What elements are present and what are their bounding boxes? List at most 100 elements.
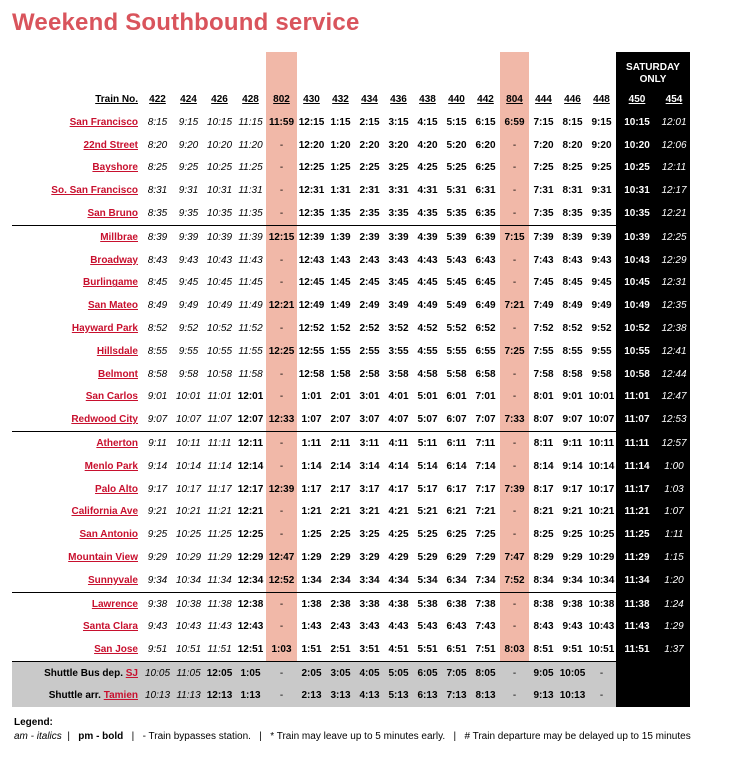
time-cell: 8:15 bbox=[147, 116, 168, 128]
time-cell: 4:01 bbox=[388, 391, 409, 403]
time-cell: 3:39 bbox=[384, 224, 413, 249]
table-row: Palo Alto 9:17 10:17 11:17 12:17 12:39 1:17 2:1… bbox=[12, 477, 690, 501]
time-cell: 2:39 bbox=[355, 224, 384, 249]
time-cell: 12:41 bbox=[658, 339, 690, 363]
station-link[interactable]: San Bruno bbox=[87, 208, 138, 220]
station-link[interactable]: Santa Clara bbox=[82, 621, 138, 633]
time-cell: 12:43 bbox=[298, 254, 325, 266]
time-cell: 12:47 bbox=[658, 385, 690, 409]
time-cell: 1:00 bbox=[658, 454, 690, 478]
time-cell: 1:38 bbox=[297, 591, 326, 616]
page-title: Weekend Southbound service bbox=[12, 9, 360, 36]
shuttle-row: Shuttle Bus dep. SJ 10:05 11:05 12:05 1:05-2… bbox=[12, 661, 690, 685]
time-cell: 8:25 bbox=[147, 162, 168, 174]
shuttle-time-cell: 11:05 bbox=[173, 661, 204, 685]
table-row: San Mateo 8:49 9:49 10:49 11:49 12:21 12:49 1:4… bbox=[12, 294, 690, 318]
station-link[interactable]: San Carlos bbox=[85, 391, 138, 403]
time-cell: 12:15 bbox=[298, 116, 325, 128]
time-cell: 8:25 bbox=[533, 529, 554, 541]
station-link[interactable]: Atherton bbox=[96, 438, 138, 450]
time-cell: 4:15 bbox=[417, 116, 438, 128]
time-cell: - bbox=[500, 271, 529, 295]
time-cell: 4:07 bbox=[388, 414, 409, 426]
time-cell: - bbox=[266, 133, 297, 157]
station-link[interactable]: Broadway bbox=[90, 254, 138, 266]
time-cell: 10:43 bbox=[206, 254, 233, 266]
station-link[interactable]: 22nd Street bbox=[83, 139, 138, 151]
time-cell: 9:45 bbox=[591, 277, 612, 289]
time-cell: 9:15 bbox=[591, 116, 612, 128]
station-link[interactable]: California Ave bbox=[71, 506, 139, 518]
time-cell: 8:58 bbox=[147, 368, 168, 380]
station-link[interactable]: San Antonio bbox=[79, 529, 138, 541]
time-cell: 6:35 bbox=[475, 208, 496, 220]
station-link[interactable]: Hillsdale bbox=[96, 345, 138, 357]
time-cell: 5:51 bbox=[417, 644, 438, 656]
time-cell: 11:49 bbox=[238, 300, 263, 312]
time-cell: 3:49 bbox=[388, 300, 409, 312]
train-number: 440 bbox=[448, 94, 465, 105]
time-cell: 6:07 bbox=[446, 414, 467, 426]
time-cell: 12:34 bbox=[237, 574, 264, 586]
table-row: Atherton 9:11 10:11 11:11 12:11-1:11 2:11 3:11… bbox=[12, 431, 690, 455]
time-cell: 8:17 bbox=[533, 483, 554, 495]
time-cell: 1:20 bbox=[658, 568, 690, 593]
time-cell: 12:25 bbox=[237, 529, 264, 541]
station-link[interactable]: Burlingame bbox=[82, 277, 138, 289]
station-link[interactable]: Belmont bbox=[98, 368, 138, 380]
time-cell: 4:14 bbox=[388, 460, 409, 472]
time-cell: 5:25 bbox=[446, 162, 467, 174]
time-cell: 11:34 bbox=[616, 568, 658, 593]
time-cell: 7:38 bbox=[471, 591, 500, 616]
shuttle-time-cell: 12:05 bbox=[204, 661, 235, 685]
time-cell: 2:51 bbox=[330, 644, 351, 656]
station-link[interactable]: Menlo Park bbox=[84, 460, 138, 472]
time-cell: - bbox=[266, 156, 297, 180]
time-cell: 10:25 bbox=[206, 162, 233, 174]
time-cell: 9:31 bbox=[591, 185, 612, 197]
station-link[interactable]: San Francisco bbox=[69, 116, 138, 128]
shuttle-time-cell: - bbox=[266, 684, 297, 708]
station-link[interactable]: Millbrae bbox=[100, 231, 138, 243]
time-cell: 5:45 bbox=[446, 277, 467, 289]
time-cell: 5:35 bbox=[446, 208, 467, 220]
time-cell: 4:55 bbox=[417, 345, 438, 357]
time-cell: 11:25 bbox=[207, 529, 232, 541]
time-cell: - bbox=[500, 202, 529, 226]
time-cell: 7:01 bbox=[475, 391, 496, 403]
time-cell: 12:58 bbox=[298, 368, 325, 380]
time-cell: 7:58 bbox=[533, 368, 554, 380]
shuttle-time-cell: 2:13 bbox=[297, 684, 326, 708]
time-cell: 10:35 bbox=[206, 208, 233, 220]
time-cell: 8:29 bbox=[533, 552, 554, 564]
station-link[interactable]: Bayshore bbox=[92, 162, 138, 174]
time-cell: 2:14 bbox=[330, 460, 351, 472]
time-cell: 10:20 bbox=[616, 133, 658, 157]
station-link[interactable]: Redwood City bbox=[71, 414, 138, 426]
time-cell: 10:15 bbox=[206, 116, 233, 128]
time-cell: - bbox=[500, 179, 529, 203]
station-link[interactable]: Lawrence bbox=[91, 598, 138, 610]
shuttle-time-cell: 10:05 bbox=[558, 661, 587, 685]
station-link[interactable]: San Mateo bbox=[87, 300, 138, 312]
time-cell: 11:35 bbox=[238, 208, 263, 220]
station-link[interactable]: Mountain View bbox=[68, 552, 138, 564]
station-link[interactable]: San Jose bbox=[94, 644, 138, 656]
station-link[interactable]: So. San Francisco bbox=[51, 185, 138, 197]
shuttle-station-link[interactable]: SJ bbox=[125, 667, 138, 679]
time-cell: 10:55 bbox=[616, 339, 658, 363]
time-cell: 8:35 bbox=[147, 208, 168, 220]
station-link[interactable]: Palo Alto bbox=[95, 483, 138, 495]
time-cell: 5:43 bbox=[446, 254, 467, 266]
time-cell: 12:57 bbox=[658, 431, 690, 455]
time-cell: 1:43 bbox=[330, 254, 351, 266]
time-cell: 1:17 bbox=[301, 483, 322, 495]
time-cell: 1:11 bbox=[297, 431, 326, 455]
station-link[interactable]: Hayward Park bbox=[71, 323, 138, 335]
station-link[interactable]: Sunnyvale bbox=[87, 574, 138, 586]
time-cell: 1:11 bbox=[658, 523, 690, 547]
time-cell: 7:35 bbox=[533, 208, 554, 220]
time-cell: - bbox=[266, 202, 297, 226]
shuttle-station-link[interactable]: Tamien bbox=[103, 690, 138, 702]
time-cell: 5:07 bbox=[417, 414, 438, 426]
